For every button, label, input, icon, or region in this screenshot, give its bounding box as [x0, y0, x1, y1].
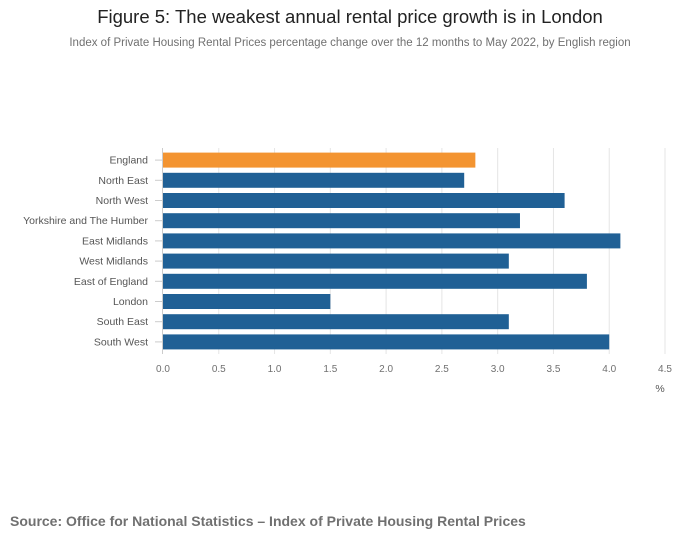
- category-label: West Midlands: [79, 256, 148, 268]
- bars: [163, 152, 621, 350]
- x-tick-label: 2.0: [379, 364, 393, 375]
- x-tick-label: 1.5: [323, 364, 337, 375]
- x-tick-label: 3.5: [546, 364, 560, 375]
- category-label: England: [109, 155, 148, 167]
- x-tick-label: 0.0: [156, 364, 170, 375]
- category-label: South West: [94, 336, 148, 348]
- category-label: East Midlands: [82, 235, 148, 247]
- x-tick-label: 4.5: [658, 364, 672, 375]
- bar-west-midlands: [163, 253, 509, 269]
- bar-england: [163, 152, 476, 168]
- category-labels: England North East North West Yorkshire and…: [23, 155, 148, 349]
- category-label: East of England: [74, 276, 148, 288]
- source-note: Source: Office for National Statistics –…: [10, 513, 526, 529]
- bar-south-east: [163, 314, 509, 330]
- x-tick-labels: 0.0 0.5 1.0 1.5 2.0 2.5 3.0 3.5 4.0 4.5: [156, 364, 672, 375]
- category-label: North West: [96, 195, 148, 207]
- x-tick-label: 2.5: [435, 364, 449, 375]
- x-axis-unit-label: %: [655, 383, 664, 395]
- bar-north-west: [163, 193, 565, 208]
- category-label: North East: [98, 175, 148, 187]
- x-tick-label: 0.5: [212, 364, 226, 375]
- bar-yorkshire-and-the-humber: [163, 213, 520, 229]
- x-tick-label: 4.0: [602, 364, 616, 375]
- bar-north-east: [163, 172, 465, 188]
- bar-east-of-england: [163, 273, 587, 289]
- x-tick-label: 1.0: [268, 364, 282, 375]
- chart-subtitle: Index of Private Housing Rental Prices p…: [69, 37, 631, 49]
- chart-title: Figure 5: The weakest annual rental pric…: [97, 6, 603, 27]
- x-tick-label: 3.0: [491, 364, 505, 375]
- bar-london: [163, 294, 331, 309]
- category-label: Yorkshire and The Humber: [23, 215, 148, 227]
- category-label: London: [113, 296, 148, 308]
- bar-east-midlands: [163, 233, 621, 249]
- bar-south-west: [163, 334, 610, 350]
- category-label: South East: [97, 316, 148, 328]
